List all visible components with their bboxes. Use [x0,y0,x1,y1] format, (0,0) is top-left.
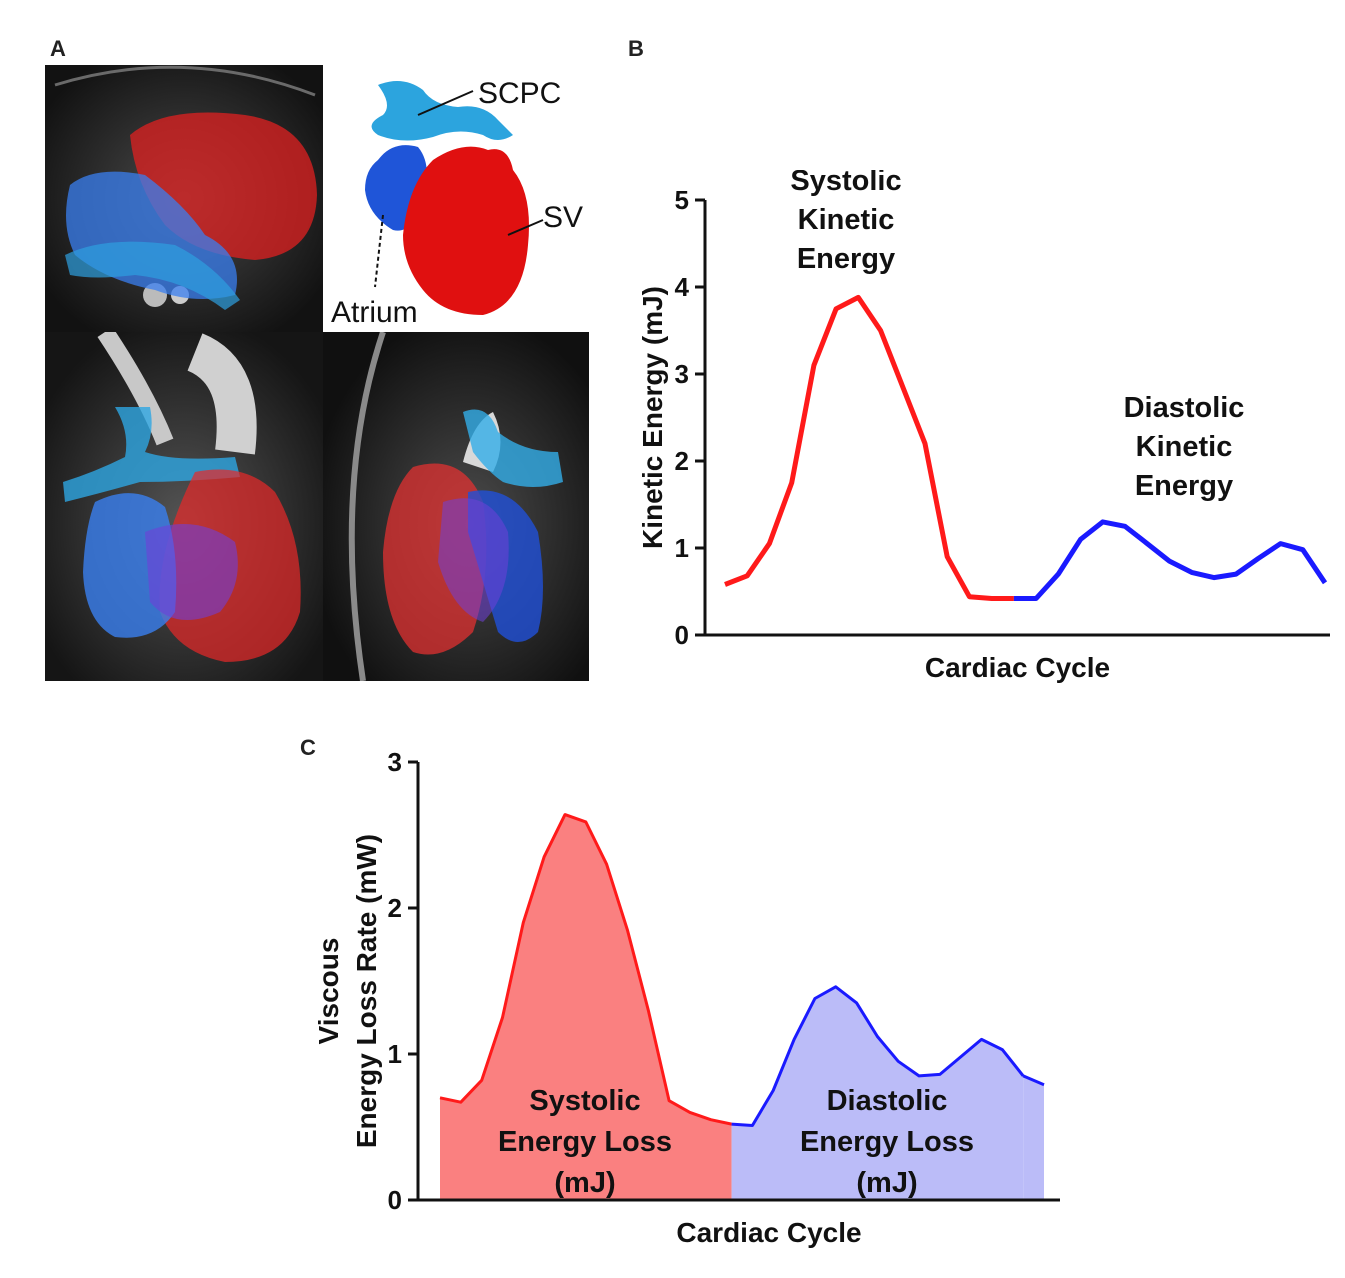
y-tick-label: 3 [388,747,402,777]
annotation-diastolic: Kinetic [1136,431,1233,463]
mri-axial-view [45,65,323,332]
series-line-diastolic [1013,519,1328,601]
series-line-diastolic [731,985,1025,1127]
annotation-systolic: Kinetic [798,204,895,236]
annotation-systolic: Energy Loss [498,1126,672,1158]
sv-label: SV [543,201,583,234]
annotation-diastolic: (mJ) [856,1167,917,1199]
atrium-label: Atrium [331,296,418,329]
scpc-overlay-3 [463,409,563,487]
annotation-systolic: Systolic [790,170,901,197]
y-tick-label: 4 [675,272,690,302]
area-fill-systolic [440,814,732,1200]
mri-coronal-view [45,332,323,681]
y-tick-label: 2 [388,893,402,923]
scpc-overlay [65,241,240,310]
energy-loss-chart: 0 1 2 3 Cardiac Cycle Viscous Energy Loss Rate… [313,747,1060,1248]
area-fill-diastolic [731,986,1024,1200]
panel-c-label: C [300,735,316,760]
y-tick-label: 0 [675,620,689,650]
sv-3d [403,146,529,315]
y-tick-label: 3 [675,359,689,389]
series-line-systolic [724,294,1014,601]
y-axis-label: Viscous [313,938,344,1045]
scpc-3d [371,81,513,141]
y-tick-label: 2 [675,446,689,476]
annotation-diastolic: Energy [1135,470,1233,502]
y-tick-label: 0 [388,1185,402,1215]
y-tick-label: 1 [675,533,689,563]
panel-a-label: A [50,36,66,61]
series-line-systolic [439,813,732,1126]
y-tick-label: 5 [675,185,689,215]
y-axis-label: Kinetic Energy (mJ) [637,286,668,549]
area-fill-diastolic-tail [1023,1075,1044,1200]
kinetic-energy-chart: 0 1 2 3 4 5 Cardiac Cycle Kinetic Energy (mJ) Sy… [637,170,1330,683]
annotation-diastolic: Diastolic [1124,392,1245,424]
panel-b-label: B [628,36,644,61]
x-axis-label: Cardiac Cycle [676,1217,861,1248]
x-axis-label: Cardiac Cycle [925,652,1110,683]
y-axis-label: Energy Loss Rate (mW) [351,834,382,1148]
annotation-diastolic: Diastolic [827,1085,948,1117]
annotation-systolic: Energy [797,243,895,275]
scpc-label: SCPC [478,77,561,110]
panel-a-figure: SCPC SV Atrium [45,65,589,681]
mri-sagittal-view [323,332,589,681]
annotation-systolic: (mJ) [554,1167,615,1199]
annotation-systolic: Systolic [529,1085,640,1117]
annotation-diastolic: Energy Loss [800,1126,974,1158]
y-tick-label: 1 [388,1039,402,1069]
series-line-diastolic-tail [1022,1074,1045,1087]
heart-3d-model: SCPC SV Atrium [323,65,589,332]
